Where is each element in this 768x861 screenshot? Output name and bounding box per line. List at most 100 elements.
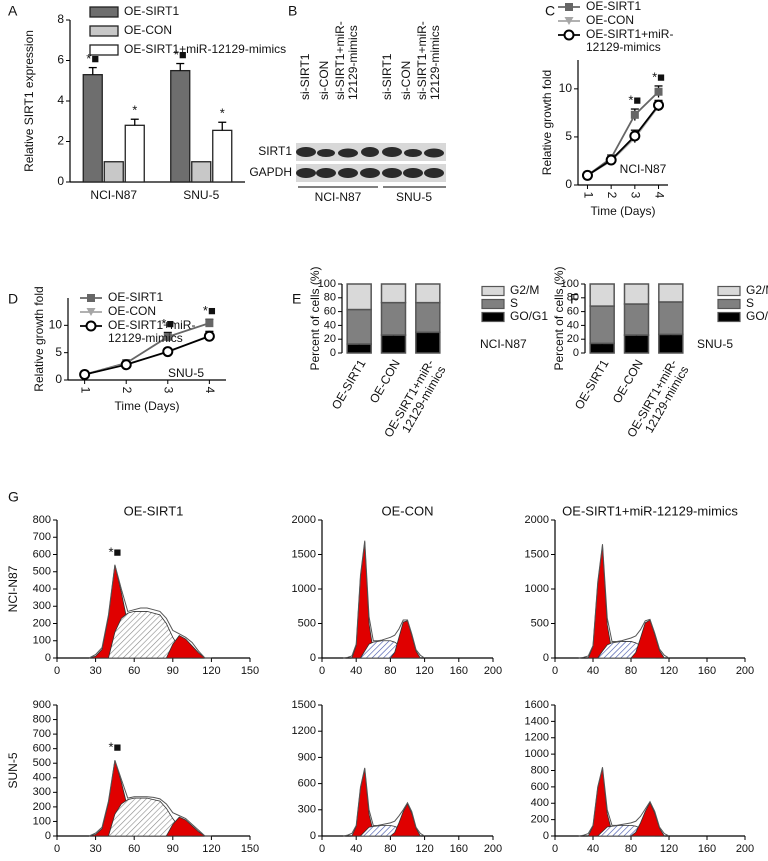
legend-label: OE-CON xyxy=(108,304,156,318)
x-tick-label: 0 xyxy=(54,843,60,855)
y-tick-label: 100 xyxy=(561,278,579,290)
row-label: SIRT1 xyxy=(258,144,292,158)
histogram-outline xyxy=(578,544,670,659)
bar-segment xyxy=(346,283,372,311)
marker xyxy=(205,319,214,328)
x-tick-label: OE-SIRT1 xyxy=(572,357,612,412)
legend-label: OE-SIRT1+miR-12129-mimics xyxy=(124,42,286,56)
x-tick-label: 120 xyxy=(415,665,433,677)
x-tick-label: 200 xyxy=(736,665,754,677)
band xyxy=(361,147,379,157)
x-tick-label: 4 xyxy=(203,387,217,394)
significance-mark: *■ xyxy=(108,544,121,559)
significance-mark: * xyxy=(220,106,225,121)
marker xyxy=(565,3,573,11)
text-line: 12129-mimics xyxy=(428,25,442,100)
x-tick-label: 0 xyxy=(319,843,325,855)
y-tick-label: 0 xyxy=(543,652,549,664)
y-tick-label: 800 xyxy=(33,713,51,725)
y-tick-label: 0 xyxy=(565,177,572,191)
text-line: 12129-mimics xyxy=(586,40,661,54)
y-tick-label: 400 xyxy=(33,583,51,595)
series-line xyxy=(84,335,210,376)
annotation: NCI-N87 xyxy=(480,337,527,351)
bar xyxy=(103,161,124,183)
x-tick-label: 160 xyxy=(450,843,468,855)
marker xyxy=(581,169,593,181)
x-tick-label: 80 xyxy=(625,665,637,677)
y-tick-label: 200 xyxy=(33,801,51,813)
y-axis-label: Relative growth fold xyxy=(540,70,554,175)
y-tick-label: 800 xyxy=(33,514,51,526)
y-tick-label: 600 xyxy=(298,778,316,790)
bar-segment xyxy=(589,305,615,345)
y-tick-label: 0 xyxy=(45,652,51,664)
marker xyxy=(162,346,174,358)
y-tick-label: 600 xyxy=(33,548,51,560)
y-tick-label: 2000 xyxy=(525,514,549,526)
x-tick-label: 90 xyxy=(167,665,179,677)
bar-segment xyxy=(623,303,650,336)
marker xyxy=(605,154,617,166)
x-tick-label: OE-SIRT1 xyxy=(329,357,369,412)
x-tick-label: OE-CON xyxy=(610,357,646,406)
bar xyxy=(212,129,233,183)
phase-area xyxy=(630,619,665,659)
x-tick-label: 200 xyxy=(736,843,754,855)
y-tick-label: 300 xyxy=(33,600,51,612)
x-tick-label: 40 xyxy=(587,665,599,677)
y-tick-label: 600 xyxy=(531,781,549,793)
text-line: si-SIRT1+miR- xyxy=(333,21,347,100)
legend-swatch xyxy=(481,311,505,323)
lane-label: si-SIRT1+miR-12129-mimics xyxy=(415,21,442,100)
y-tick-label: 400 xyxy=(531,797,549,809)
lane-label: si-SIRT1 xyxy=(380,53,394,100)
x-tick-label: 160 xyxy=(698,665,716,677)
legend-label: OE-SIRT1 xyxy=(108,290,163,304)
lane-label: si-SIRT1+miR-12129-mimics xyxy=(333,21,360,100)
y-tick-label: 1500 xyxy=(292,699,316,711)
marker xyxy=(564,17,574,25)
panel-label: F xyxy=(570,291,579,307)
phase-area xyxy=(389,802,421,837)
legend-swatch xyxy=(481,285,505,297)
y-tick-label: 0 xyxy=(45,830,51,842)
x-tick-label: 150 xyxy=(241,843,259,855)
x-tick-label: 80 xyxy=(384,665,396,677)
histogram-outline xyxy=(88,564,212,659)
x-tick-label: 40 xyxy=(350,843,362,855)
x-tick-label: 60 xyxy=(128,665,140,677)
x-tick-label: NCI-N87 xyxy=(90,188,137,202)
legend-label: OE-SIRT1+miR-12129-mimics xyxy=(586,27,673,54)
row-label: SUN-5 xyxy=(6,752,20,788)
marker xyxy=(563,29,575,41)
x-tick-label: 2 xyxy=(605,192,619,199)
y-tick-label: 1400 xyxy=(525,715,549,727)
y-tick-label: 800 xyxy=(531,764,549,776)
text-line: si-SIRT1+miR- xyxy=(415,21,429,100)
group-label: SNU-5 xyxy=(396,190,432,204)
marker xyxy=(87,294,95,302)
text-line: OE-SIRT1+miR- xyxy=(108,318,195,332)
panel-label: B xyxy=(288,3,297,19)
lane-label: si-CON xyxy=(399,61,413,100)
y-tick-label: 300 xyxy=(298,804,316,816)
bar-segment xyxy=(380,283,407,304)
group-label: NCI-N87 xyxy=(315,190,362,204)
band xyxy=(382,168,402,178)
y-tick-label: 400 xyxy=(33,772,51,784)
bar xyxy=(191,161,212,183)
x-tick-label: 160 xyxy=(450,665,468,677)
x-tick-label: OE-CON xyxy=(367,357,403,406)
y-tick-label: 80 xyxy=(567,292,579,304)
marker xyxy=(653,99,665,111)
legend-swatch xyxy=(717,285,741,297)
y-tick-label: 100 xyxy=(33,815,51,827)
x-tick-label: 90 xyxy=(167,843,179,855)
y-tick-label: 0 xyxy=(543,830,549,842)
y-tick-label: 900 xyxy=(33,699,51,711)
legend-label: OE-SIRT1 xyxy=(586,0,641,13)
panel-label: C xyxy=(545,3,555,19)
x-tick-label: 200 xyxy=(484,843,502,855)
y-tick-label: 200 xyxy=(33,617,51,629)
